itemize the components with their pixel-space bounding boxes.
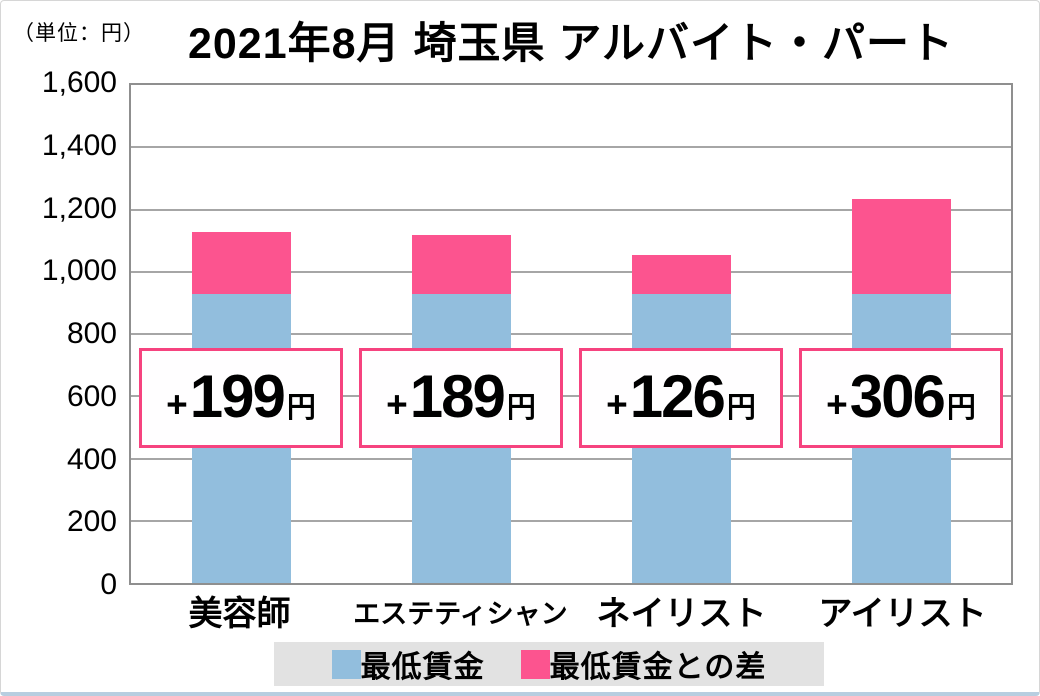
legend-swatch	[331, 649, 361, 679]
bars	[131, 85, 1011, 583]
bar-slot	[791, 85, 1011, 583]
legend-item: 最低賃金	[331, 642, 485, 686]
gridline	[131, 457, 1011, 460]
annotation-cell: + 306 円	[791, 348, 1011, 448]
gridline	[131, 395, 1011, 398]
annotation-plus: +	[166, 384, 188, 425]
annotation-box: + 306 円	[798, 348, 1004, 448]
y-axis: 1,600 1,400 1,200 1,000 800 600 400 200 0	[1, 67, 117, 601]
annotations: + 199 円 + 189 円 + 126 円 + 306 円	[131, 348, 1011, 448]
y-tick-label: 1,600	[41, 66, 117, 99]
y-tick-label: 1,400	[41, 128, 117, 162]
gridline	[131, 208, 1011, 211]
bar-slot	[571, 85, 791, 583]
annotation-unit: 円	[726, 392, 756, 424]
bar-slot	[131, 85, 351, 583]
annotation-box: + 126 円	[578, 348, 784, 448]
x-category-label: 美容師	[188, 595, 291, 633]
bar-slot	[351, 85, 571, 583]
annotation-cell: + 189 円	[351, 348, 571, 448]
annotation-value: 306	[849, 363, 946, 430]
y-tick-label: 1,000	[41, 254, 117, 288]
x-category-label: エステティシャン	[353, 599, 568, 629]
y-tick-label: 200	[66, 505, 117, 539]
unit-label: （単位：円）	[13, 22, 145, 45]
bar-segment-diff	[191, 232, 291, 295]
bar-stack	[191, 85, 291, 583]
bar-stack	[851, 85, 951, 583]
x-category-label: アイリスト	[818, 595, 987, 633]
y-tick-label: 600	[66, 379, 117, 413]
gridline	[131, 519, 1011, 522]
y-tick-label: 400	[66, 442, 117, 476]
y-tick-label: 1,200	[41, 191, 117, 225]
gridline	[131, 333, 1011, 335]
bar-segment-diff	[411, 235, 511, 295]
annotation-value: 189	[409, 363, 506, 430]
bar-stack	[631, 85, 731, 583]
chart-title: 2021年8月 埼玉県 アルバイト・パート	[187, 20, 955, 68]
bar-segment-diff	[631, 254, 731, 295]
legend: 最低賃金 最低賃金との差	[274, 642, 824, 686]
y-tick-label: 800	[66, 317, 117, 350]
gridline	[131, 270, 1011, 273]
annotation-value: 126	[629, 363, 726, 430]
annotation-unit: 円	[946, 392, 976, 424]
annotation-unit: 円	[506, 392, 536, 424]
legend-swatch	[520, 649, 550, 679]
x-category-label: ネイリスト	[596, 595, 767, 633]
x-axis: 美容師 エステティシャン ネイリスト アイリスト	[129, 593, 1013, 635]
plot-area: + 199 円 + 189 円 + 126 円 + 306 円	[129, 83, 1013, 585]
annotation-plus: +	[386, 384, 408, 425]
annotation-value: 199	[189, 363, 286, 430]
annotation-unit: 円	[286, 392, 316, 424]
annotation-box: + 189 円	[358, 348, 564, 448]
annotation-plus: +	[606, 384, 628, 425]
bar-segment-diff	[851, 198, 951, 295]
bar-stack	[411, 85, 511, 583]
annotation-cell: + 199 円	[131, 348, 351, 448]
y-tick-label: 0	[100, 568, 117, 601]
annotation-plus: +	[826, 384, 848, 425]
legend-label: 最低賃金	[360, 651, 485, 684]
annotation-box: + 199 円	[138, 348, 344, 448]
legend-label: 最低賃金との差	[549, 651, 767, 684]
annotation-cell: + 126 円	[571, 348, 791, 448]
legend-item: 最低賃金との差	[520, 642, 767, 686]
gridline	[131, 146, 1011, 149]
